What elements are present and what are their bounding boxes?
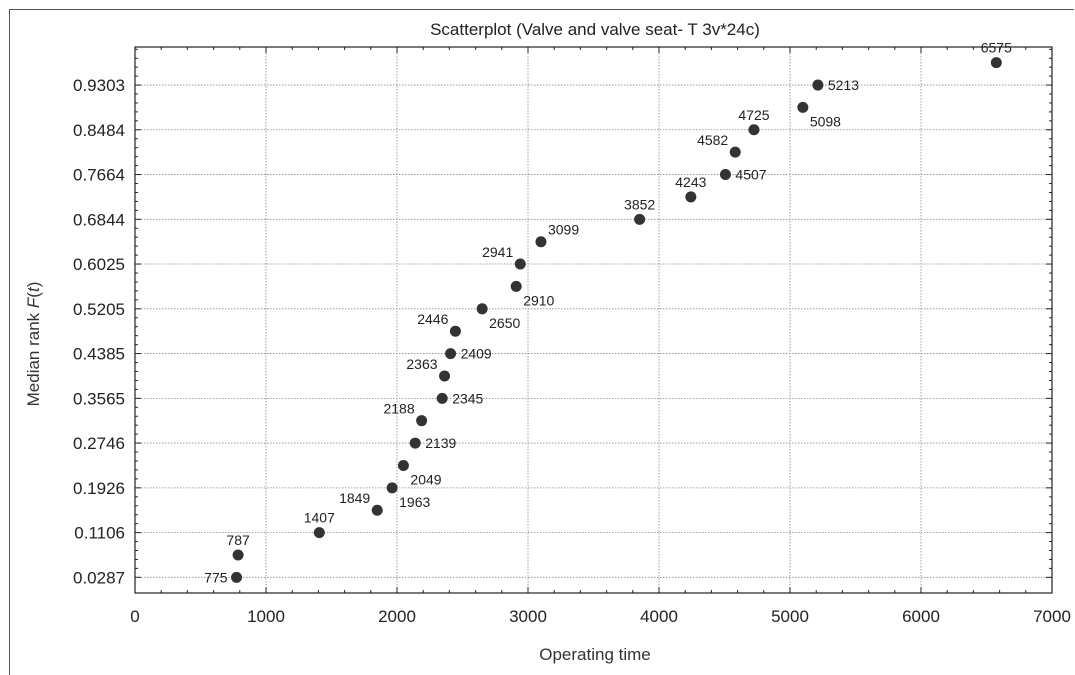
data-point [510, 280, 522, 292]
data-label: 2049 [410, 471, 441, 487]
x-tick-label: 6000 [902, 607, 940, 626]
y-tick-label: 0.6025 [73, 255, 125, 274]
data-label: 4507 [735, 167, 766, 183]
data-point [685, 191, 697, 203]
y-axis-label-close: ) [24, 281, 43, 288]
data-label: 1849 [339, 490, 370, 506]
data-point [634, 213, 646, 225]
data-label: 2188 [383, 401, 414, 417]
data-label: 4243 [675, 174, 706, 190]
data-point [231, 571, 243, 583]
y-tick-label: 0.0287 [73, 568, 125, 587]
data-point [797, 101, 809, 113]
data-label: 4725 [738, 107, 769, 123]
chart-title: Scatterplot (Valve and valve seat- T 3v*… [430, 20, 760, 39]
data-label: 2446 [417, 311, 448, 327]
y-tick-label: 0.8484 [73, 121, 125, 140]
y-axis-label-var: F [24, 297, 43, 309]
x-tick-label: 0 [130, 607, 139, 626]
x-tick-label: 2000 [378, 607, 416, 626]
data-point [445, 348, 457, 360]
y-axis-label-arg: t [24, 287, 43, 293]
data-label: 3099 [548, 222, 579, 238]
y-tick-label: 0.6844 [73, 210, 125, 229]
data-label: 787 [226, 532, 250, 548]
plot-area [135, 47, 1052, 593]
x-tick-label: 5000 [771, 607, 809, 626]
data-label: 5213 [828, 77, 859, 93]
x-tick-label: 4000 [640, 607, 678, 626]
data-point [476, 303, 488, 315]
y-tick-label: 0.3565 [73, 389, 125, 408]
data-label: 4582 [697, 132, 728, 148]
y-tick-label: 0.1106 [74, 524, 125, 543]
data-label: 6575 [981, 40, 1012, 56]
y-tick-label: 0.4385 [73, 345, 125, 364]
data-label: 2345 [452, 390, 483, 406]
y-tick-label: 0.2746 [73, 434, 125, 453]
data-point [397, 459, 409, 471]
data-point [436, 392, 448, 404]
data-label: 5098 [810, 113, 841, 129]
chart-frame [9, 9, 1074, 675]
data-label: 2409 [461, 346, 492, 362]
data-point [514, 258, 526, 270]
data-label: 3852 [624, 196, 655, 212]
data-point [719, 169, 731, 181]
data-label: 775 [204, 569, 228, 585]
x-tick-label: 1000 [247, 607, 285, 626]
y-axis-label: Median rank F(t) [24, 282, 44, 407]
data-point [449, 325, 461, 337]
y-axis-label-open: ( [24, 292, 43, 298]
data-label: 2650 [489, 315, 520, 331]
x-tick-label: 3000 [509, 607, 547, 626]
y-tick-label: 0.1926 [73, 479, 125, 498]
data-point [990, 57, 1002, 69]
data-label: 2941 [482, 244, 513, 260]
data-point [416, 415, 428, 427]
x-axis-label: Operating time [539, 645, 651, 664]
y-tick-label: 0.7664 [73, 166, 125, 185]
data-point [371, 504, 383, 516]
data-point [748, 124, 760, 136]
x-tick-label: 7000 [1033, 607, 1071, 626]
data-point [812, 79, 824, 91]
data-label: 2363 [406, 356, 437, 372]
data-point [313, 527, 325, 539]
plot-border [134, 46, 1053, 594]
data-label: 1963 [399, 494, 430, 510]
y-tick-label: 0.9303 [73, 76, 125, 95]
y-tick-label: 0.5205 [73, 300, 125, 319]
data-point [535, 236, 547, 248]
data-label: 2910 [523, 292, 554, 308]
data-point [439, 370, 451, 382]
data-point [409, 437, 421, 449]
data-point [386, 482, 398, 494]
data-label: 1407 [304, 510, 335, 526]
data-label: 2139 [425, 435, 456, 451]
data-point [232, 549, 244, 561]
y-axis-label-prefix: Median rank [24, 308, 43, 407]
data-point [729, 146, 741, 158]
